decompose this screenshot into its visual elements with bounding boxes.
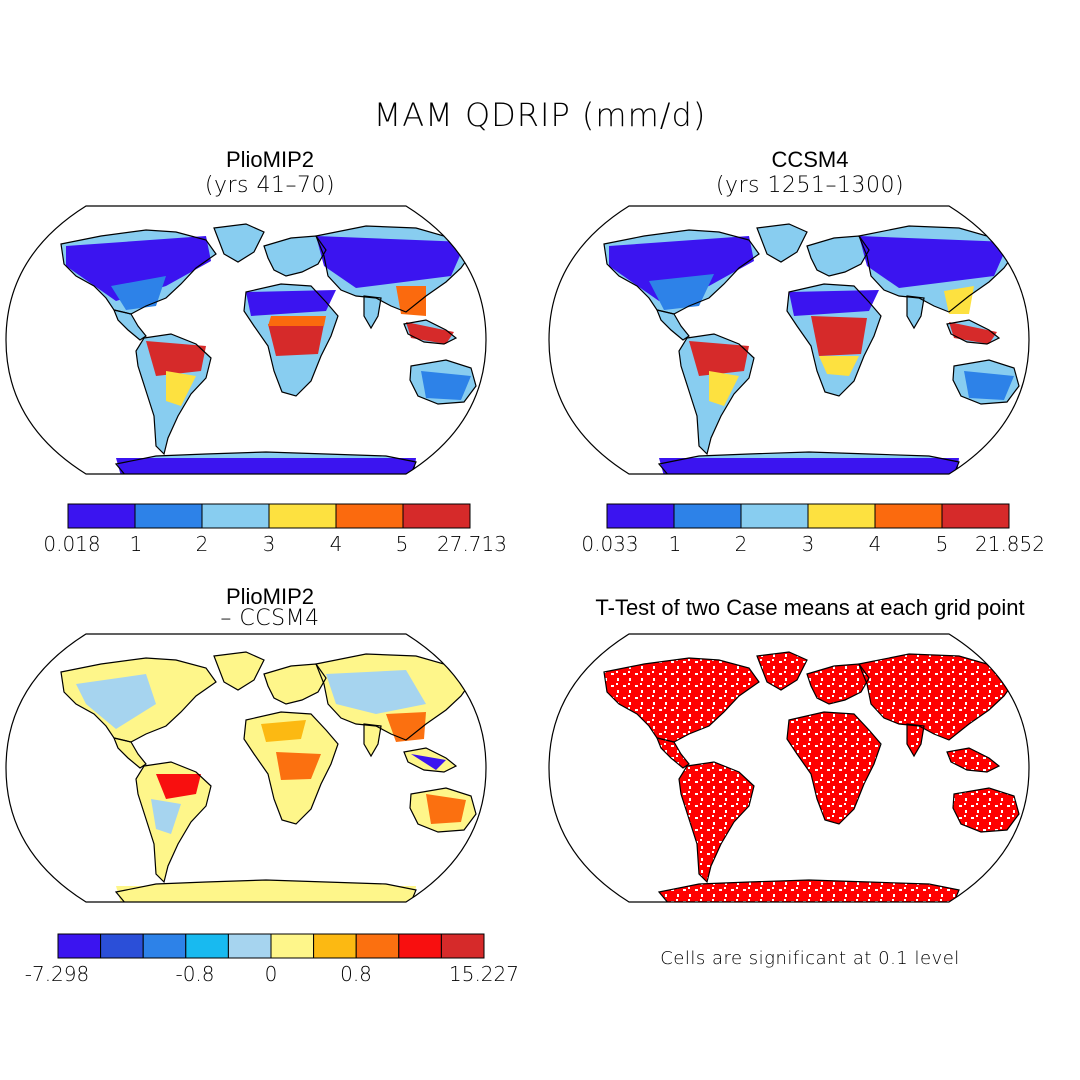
colorbar-swatch bbox=[134, 503, 203, 529]
colorbar-tick-label: 0.033 bbox=[581, 532, 638, 556]
colorbar-tick-label: 5 bbox=[396, 532, 409, 556]
colorbar-swatch bbox=[402, 503, 471, 529]
colorbar-2: 0.033 1 2 3 4 5 21.852 bbox=[581, 503, 1045, 556]
colorbar-tick-label: 0.8 bbox=[340, 962, 372, 986]
colorbar-swatch bbox=[673, 503, 742, 529]
colorbar-swatch bbox=[941, 503, 1010, 529]
colorbar-tick-label: 5 bbox=[936, 532, 949, 556]
panel1-subtitle: (yrs 41–70) bbox=[204, 173, 336, 198]
panel3-map bbox=[5, 633, 487, 903]
colorbar-swatch bbox=[807, 503, 876, 529]
colorbar-tick-label: 4 bbox=[869, 532, 882, 556]
colorbar-swatch bbox=[874, 503, 943, 529]
colorbar-tick-label: -7.298 bbox=[25, 962, 89, 986]
colorbar-swatch bbox=[185, 933, 229, 959]
colorbar-swatch bbox=[270, 933, 315, 959]
colorbar-tick-label: -0.8 bbox=[175, 962, 214, 986]
colorbar-swatch bbox=[606, 503, 675, 529]
colorbar-swatch bbox=[355, 933, 400, 959]
colorbar-swatch bbox=[440, 933, 485, 959]
colorbar-tick-label: 3 bbox=[802, 532, 815, 556]
panel4-map bbox=[548, 633, 1030, 903]
colorbar-tick-label: 2 bbox=[196, 532, 209, 556]
colorbar-tick-label: 3 bbox=[263, 532, 276, 556]
panel4-title: T-Test of two Case means at each grid po… bbox=[595, 595, 1025, 620]
colorbar-tick-label: 15.227 bbox=[449, 962, 519, 986]
panel1-title: PlioMIP2 bbox=[225, 147, 315, 172]
significance-note: Cells are significant at 0.1 level bbox=[660, 948, 960, 969]
panel2-map bbox=[548, 205, 1030, 475]
panel1-map bbox=[5, 205, 487, 475]
colorbar-tick-label: 21.852 bbox=[975, 532, 1045, 556]
colorbar-swatch bbox=[227, 933, 272, 959]
colorbar-tick-label: 2 bbox=[735, 532, 748, 556]
colorbar-tick-label: 0 bbox=[265, 962, 278, 986]
panel2-subtitle: (yrs 1251–1300) bbox=[715, 173, 905, 198]
colorbar-swatch bbox=[142, 933, 187, 959]
colorbar-swatch bbox=[57, 933, 102, 959]
colorbar-tick-label: 4 bbox=[330, 532, 343, 556]
colorbar-swatch bbox=[67, 503, 136, 529]
colorbar-swatch bbox=[313, 933, 357, 959]
colorbar-1: 0.018 1 2 3 4 5 27.713 bbox=[43, 503, 507, 556]
main-title: MAM QDRIP (mm/d) bbox=[373, 96, 707, 134]
colorbar-tick-label: 0.018 bbox=[43, 532, 100, 556]
colorbar-swatch bbox=[201, 503, 270, 529]
colorbar-3: -7.298 -0.8 0 0.8 15.227 bbox=[25, 933, 519, 986]
panel2-title: CCSM4 bbox=[771, 147, 849, 172]
colorbar-swatch bbox=[740, 503, 809, 529]
panel3-title: PlioMIP2 bbox=[225, 584, 315, 609]
colorbar-tick-label: 1 bbox=[669, 532, 682, 556]
colorbar-swatch bbox=[268, 503, 337, 529]
colorbar-tick-label: 27.713 bbox=[437, 532, 507, 556]
colorbar-tick-label: 1 bbox=[130, 532, 143, 556]
colorbar-swatch bbox=[398, 933, 442, 959]
panel3-subtitle: – CCSM4 bbox=[220, 606, 320, 631]
colorbar-swatch bbox=[100, 933, 144, 959]
colorbar-swatch bbox=[335, 503, 404, 529]
